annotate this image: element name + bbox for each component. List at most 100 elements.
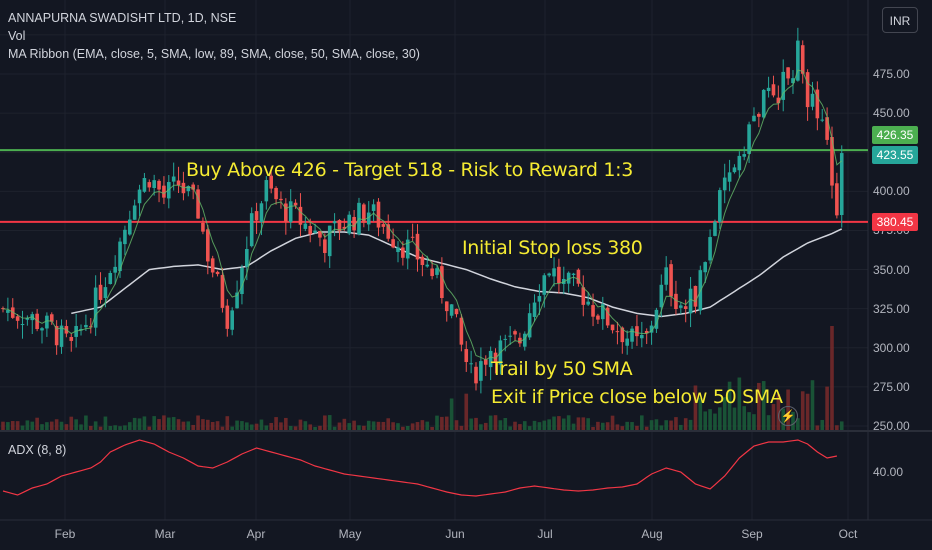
candle-body bbox=[196, 189, 200, 219]
volume-bar bbox=[288, 425, 293, 430]
volume-bars bbox=[1, 326, 844, 430]
volume-bar bbox=[708, 409, 712, 430]
candle-body bbox=[59, 325, 64, 347]
volume-legend[interactable]: Vol bbox=[8, 29, 26, 43]
symbol-title[interactable]: ANNAPURNA SWADISHT LTD, 1D, NSE bbox=[8, 11, 237, 25]
volume-bar bbox=[815, 425, 820, 430]
volume-bar bbox=[757, 382, 761, 430]
candle-body bbox=[557, 266, 561, 284]
volume-bar bbox=[386, 418, 391, 430]
candle-body bbox=[137, 189, 142, 204]
candle-body bbox=[15, 316, 20, 321]
candle-body bbox=[713, 221, 717, 236]
volume-bar bbox=[488, 415, 493, 430]
volume-bar bbox=[69, 416, 74, 430]
candle-body bbox=[210, 258, 215, 273]
volume-bar bbox=[245, 422, 249, 430]
volume-bar bbox=[88, 425, 93, 430]
time-tick-label: Jun bbox=[445, 527, 465, 541]
time-tick-label: Sep bbox=[741, 527, 763, 541]
volume-bar bbox=[835, 425, 839, 430]
candle-body bbox=[108, 272, 113, 285]
volume-bar bbox=[20, 425, 25, 430]
candle-body bbox=[722, 177, 727, 191]
flash-icon[interactable]: ⚡ bbox=[778, 406, 798, 426]
candle-body bbox=[254, 211, 259, 221]
candle-body bbox=[45, 315, 49, 329]
volume-bar bbox=[571, 423, 576, 430]
volume-bar bbox=[552, 416, 556, 430]
candle-body bbox=[440, 266, 444, 298]
volume-bar bbox=[459, 425, 464, 430]
volume-bar bbox=[123, 425, 127, 430]
candle-body bbox=[259, 203, 264, 223]
candle-body bbox=[342, 226, 347, 229]
volume-bar bbox=[366, 420, 371, 430]
candle-body bbox=[537, 296, 542, 302]
volume-bar bbox=[157, 419, 161, 430]
currency-button[interactable]: INR bbox=[882, 7, 918, 33]
candle-body bbox=[644, 330, 649, 334]
volume-bar bbox=[74, 419, 78, 430]
exit-annotation: Exit if Price close below 50 SMA bbox=[491, 386, 783, 408]
ema5-line bbox=[2, 69, 843, 361]
adx-tick-label: 40.00 bbox=[873, 465, 904, 479]
candle-body bbox=[474, 366, 478, 384]
adx-legend[interactable]: ADX (8, 8) bbox=[8, 443, 67, 457]
volume-bar bbox=[703, 411, 708, 430]
volume-bar bbox=[171, 417, 176, 430]
volume-bar bbox=[405, 425, 410, 430]
volume-bar bbox=[84, 415, 88, 430]
candle-body bbox=[123, 229, 127, 245]
volume-bar bbox=[742, 406, 747, 430]
candle-body bbox=[654, 309, 659, 329]
volume-bar bbox=[284, 417, 288, 430]
volume-bar bbox=[118, 426, 122, 430]
candle-body bbox=[40, 328, 44, 331]
volume-bar bbox=[479, 424, 483, 430]
price-tick-label: 400.00 bbox=[873, 184, 910, 199]
adx-path bbox=[2, 439, 838, 497]
volume-bar bbox=[186, 421, 191, 430]
volume-bar bbox=[415, 422, 420, 430]
volume-bar bbox=[561, 418, 566, 430]
time-tick-label: Oct bbox=[838, 527, 858, 541]
candle-body bbox=[620, 327, 625, 343]
candle-body bbox=[761, 89, 766, 118]
volume-bar bbox=[142, 416, 147, 430]
volume-bar bbox=[108, 426, 113, 430]
candle-body bbox=[162, 185, 166, 198]
volume-bar bbox=[391, 422, 395, 430]
volume-bar bbox=[683, 418, 688, 430]
candle-body bbox=[791, 78, 795, 84]
ma-ribbon-legend[interactable]: MA Ribbon (EMA, close, 5, SMA, low, 89, … bbox=[8, 47, 420, 61]
candle-body bbox=[688, 288, 693, 314]
candle-body bbox=[527, 313, 532, 338]
volume-bar bbox=[357, 425, 361, 430]
ema5-path bbox=[2, 69, 843, 361]
candle-body bbox=[391, 239, 395, 248]
candle-body bbox=[284, 203, 288, 222]
volume-bar bbox=[425, 421, 430, 430]
candle-body bbox=[596, 315, 600, 320]
candle-body bbox=[532, 302, 537, 317]
volume-bar bbox=[581, 417, 586, 430]
trail-annotation: Trail by 50 SMA bbox=[491, 358, 633, 380]
candle-body bbox=[679, 305, 683, 308]
volume-bar bbox=[54, 419, 59, 430]
candle-body bbox=[171, 176, 176, 182]
candles bbox=[1, 27, 844, 394]
candle-body bbox=[420, 256, 425, 266]
volume-bar bbox=[235, 420, 239, 430]
volume-bar bbox=[210, 421, 215, 430]
candle-body bbox=[430, 268, 434, 277]
candle-body bbox=[308, 225, 313, 235]
volume-bar bbox=[620, 426, 625, 430]
volume-bar bbox=[332, 426, 337, 430]
volume-bar bbox=[371, 421, 376, 430]
candle-body bbox=[279, 198, 283, 201]
candle-body bbox=[488, 350, 493, 368]
volume-bar bbox=[308, 424, 313, 430]
volume-bar bbox=[444, 416, 449, 430]
candle-body bbox=[132, 205, 137, 220]
